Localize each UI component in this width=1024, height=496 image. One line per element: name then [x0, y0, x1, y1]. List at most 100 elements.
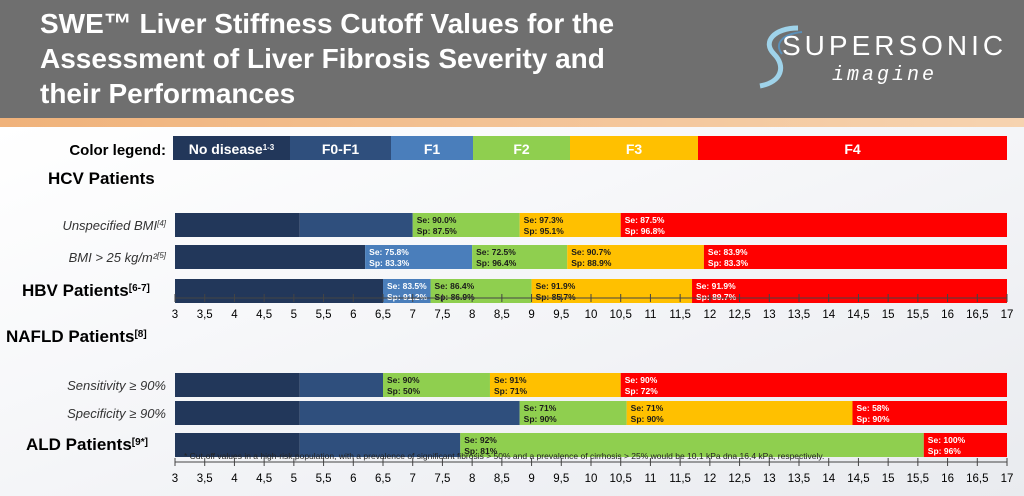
- x-tick-label-0-5: 5,5: [316, 309, 332, 321]
- bar-segment-2-1-2: [519, 401, 627, 425]
- x-tick-label-0-6: 6: [350, 309, 356, 321]
- x-tick-label-0-19: 12,5: [728, 309, 750, 321]
- row-label-0-0: Unspecified BMI[4]: [62, 218, 166, 233]
- x-tick-label-1-10: 8: [469, 473, 475, 485]
- bar-segment-2-0-4: [620, 373, 1007, 397]
- group-label-1-superscript: [6-7]: [129, 283, 150, 294]
- se-label-2-1-3: Se: 71%: [631, 403, 664, 413]
- se-label-1-0-2: Se: 86.4%: [435, 281, 475, 291]
- x-tick-label-1-12: 9: [528, 473, 534, 485]
- se-label-2-0-3: Se: 91%: [494, 375, 527, 385]
- legend-item-none: No disease1-3: [189, 141, 275, 157]
- legend-swatch-f3: [570, 136, 698, 160]
- slide-title: SWE™ Liver Stiffness Cutoff Values for t…: [40, 8, 615, 109]
- sp-label-0-1-1: Sp: 83.3%: [369, 258, 410, 268]
- x-tick-label-0-24: 15: [882, 309, 895, 321]
- x-tick-label-1-15: 10,5: [610, 473, 632, 485]
- se-label-0-1-4: Se: 83.9%: [708, 247, 748, 257]
- row-label-2-0: Sensitivity ≥ 90%: [67, 378, 166, 393]
- bar-segment-2-0-3: [489, 373, 621, 397]
- x-tick-label-0-2: 4: [231, 309, 238, 321]
- sp-label-2-0-3: Sp: 71%: [494, 386, 528, 396]
- legend-item-none-superscript: 1-3: [263, 143, 275, 152]
- legend-swatch-none: [173, 136, 290, 160]
- x-tick-label-1-11: 8,5: [494, 473, 510, 485]
- x-tick-label-0-8: 7: [410, 309, 416, 321]
- sp-label-3-0-2: Sp: 81%: [464, 446, 498, 456]
- bar-segment-1-0-1: [383, 279, 431, 303]
- bar-segment-0-0-2: [412, 213, 520, 237]
- se-label-0-0-3: Se: 97.3%: [524, 215, 564, 225]
- sp-label-2-1-4: Sp: 90%: [856, 414, 890, 424]
- se-label-2-0-2: Se: 90%: [387, 375, 420, 385]
- bar-segment-0-1-1: [365, 245, 473, 269]
- logo-subtext: imagine: [832, 64, 938, 87]
- row-label-0-1-superscript: [5]: [156, 251, 167, 260]
- bar-segment-0-0-4: [620, 213, 1007, 237]
- x-tick-label-1-2: 4: [231, 473, 238, 485]
- x-tick-label-0-1: 3,5: [197, 309, 213, 321]
- sp-label-0-1-2: Sp: 96.4%: [476, 258, 517, 268]
- se-label-1-0-3: Se: 91.9%: [536, 281, 576, 291]
- se-label-1-0-1: Se: 83.5%: [387, 281, 427, 291]
- x-tick-label-0-4: 5: [291, 309, 297, 321]
- footnote: * Cut-off values in a high-risk populati…: [184, 451, 824, 461]
- x-tick-label-0-7: 6,5: [375, 309, 391, 321]
- legend-item-f3: F3: [626, 141, 643, 157]
- x-tick-label-1-18: 12: [703, 473, 716, 485]
- x-tick-label-0-23: 14,5: [847, 309, 869, 321]
- group-label-1: HBV Patients[6-7]: [22, 281, 150, 300]
- bar-segment-0-1-4: [703, 245, 1007, 269]
- bar-segment-3-0-3: [923, 433, 1007, 457]
- sp-label-2-0-4: Sp: 72%: [625, 386, 659, 396]
- group-label-3-superscript: [9*]: [132, 437, 148, 448]
- legend-swatch-f2: [473, 136, 570, 160]
- se-label-3-0-3: Se: 100%: [928, 435, 966, 445]
- logo-swoosh-icon: [759, 25, 803, 89]
- sp-label-1-0-3: Sp: 85.7%: [536, 292, 577, 302]
- bar-segment-2-1-3: [626, 401, 853, 425]
- bar-segment-1-0-4: [692, 279, 1007, 303]
- x-tick-label-1-9: 7,5: [434, 473, 450, 485]
- x-tick-label-0-20: 13: [763, 309, 776, 321]
- sp-label-0-0-3: Sp: 95.1%: [524, 226, 565, 236]
- x-tick-label-1-14: 10: [585, 473, 598, 485]
- x-tick-label-0-27: 16,5: [966, 309, 988, 321]
- x-tick-label-0-26: 16: [941, 309, 954, 321]
- x-tick-label-0-16: 11: [644, 309, 656, 321]
- legend-label: Color legend:: [69, 142, 166, 159]
- title-banner: SWE™ Liver Stiffness Cutoff Values for t…: [0, 0, 1024, 118]
- group-label-2-superscript: [8]: [134, 329, 146, 340]
- x-tick-label-1-4: 5: [291, 473, 297, 485]
- x-tick-label-0-9: 7,5: [434, 309, 450, 321]
- se-label-2-1-4: Se: 58%: [856, 403, 889, 413]
- bar-segment-2-1-4: [852, 401, 1007, 425]
- bar-segment-1-0-3: [531, 279, 693, 303]
- group-label-2: NAFLD Patients[8]: [6, 327, 147, 346]
- bar-segment-3-0-1: [299, 433, 461, 457]
- sp-label-0-0-4: Sp: 96.8%: [625, 226, 666, 236]
- x-tick-label-1-24: 15: [882, 473, 895, 485]
- x-tick-label-1-5: 5,5: [316, 473, 332, 485]
- bar-segment-3-0-2: [460, 433, 924, 457]
- row-label-0-1: BMI > 25 kg/m²[5]: [69, 250, 167, 265]
- x-tick-label-1-1: 3,5: [197, 473, 213, 485]
- x-tick-label-1-19: 12,5: [728, 473, 750, 485]
- x-tick-label-1-26: 16: [941, 473, 954, 485]
- sp-label-2-0-2: Sp: 50%: [387, 386, 421, 396]
- sp-label-1-0-4: Sp: 89.7%: [696, 292, 737, 302]
- x-tick-label-0-21: 13,5: [788, 309, 810, 321]
- se-label-0-1-3: Se: 90.7%: [571, 247, 611, 257]
- row-label-2-1: Specificity ≥ 90%: [67, 406, 166, 421]
- header-accent-stripe: [0, 118, 1024, 127]
- x-tick-label-1-16: 11: [644, 473, 656, 485]
- bar-segment-0-0-1: [299, 213, 413, 237]
- x-tick-label-1-21: 13,5: [788, 473, 810, 485]
- x-tick-label-1-25: 15,5: [907, 473, 929, 485]
- bar-segment-0-1-3: [567, 245, 704, 269]
- x-tick-label-0-12: 9: [528, 309, 534, 321]
- x-tick-label-0-3: 4,5: [256, 309, 272, 321]
- bar-segment-0-0-0: [175, 213, 300, 237]
- x-tick-label-0-14: 10: [585, 309, 598, 321]
